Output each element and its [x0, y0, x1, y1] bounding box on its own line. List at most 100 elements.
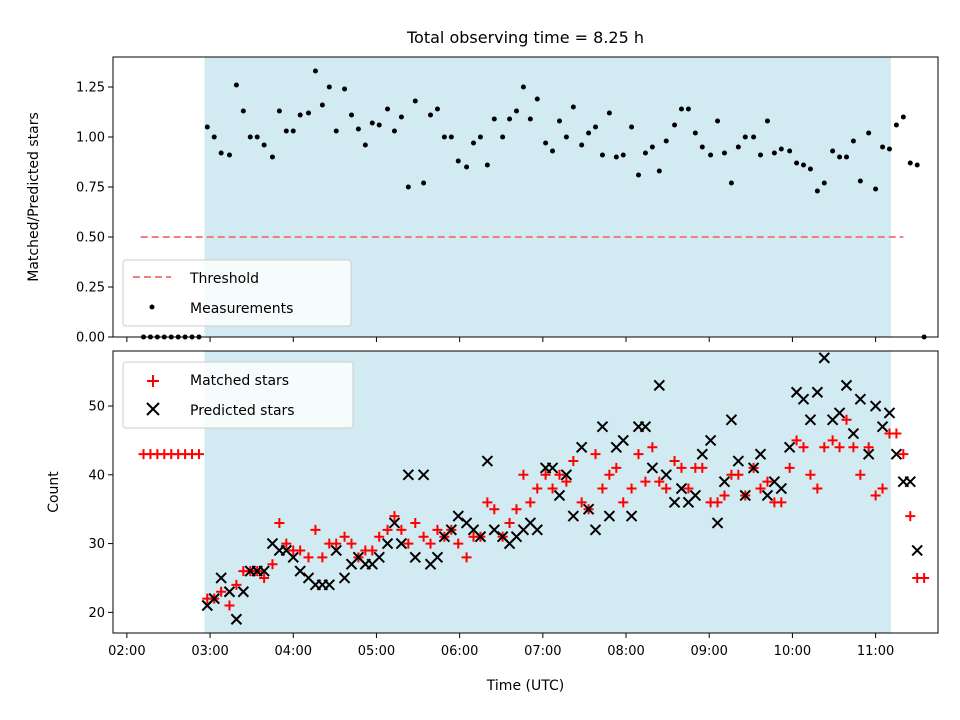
x-axis-label: Time (UTC) — [486, 678, 564, 694]
measurement-point — [471, 140, 477, 146]
top-measurement-points — [141, 68, 927, 340]
matched-star-point — [669, 456, 680, 467]
predicted-star-point — [689, 489, 702, 502]
matched-star-point — [193, 449, 204, 460]
measurement-point — [850, 138, 856, 144]
measurement-point — [434, 106, 440, 112]
predicted-star-point — [797, 393, 810, 405]
legend-matched-label: Matched stars — [190, 373, 289, 389]
predicted-star-point — [840, 379, 853, 392]
matched-star-point — [590, 449, 601, 460]
predicted-star-point — [402, 469, 415, 481]
predicted-star-point — [883, 407, 896, 419]
measurement-point — [708, 152, 714, 158]
matched-star-point — [776, 497, 787, 508]
predicted-star-point — [904, 475, 916, 488]
measurement-point — [907, 160, 913, 166]
measurement-point — [886, 146, 892, 152]
top-panel: 0.00 0.25 0.50 0.75 1.00 1.25 Total observing… — [26, 28, 939, 346]
predicted-star-point — [330, 544, 342, 557]
predicted-star-point — [287, 551, 299, 564]
measurement-point — [269, 154, 275, 160]
matched-star-point — [626, 483, 637, 494]
measurement-point — [787, 148, 793, 154]
predicted-star-point — [639, 420, 652, 433]
predicted-star-point — [546, 462, 559, 474]
legend-x-marker — [146, 402, 160, 416]
predicted-star-point — [704, 434, 717, 447]
measurement-point — [477, 134, 483, 140]
matched-star-point — [403, 538, 414, 549]
bottom-y-tick-label: 50 — [88, 400, 105, 415]
predicted-star-point — [553, 489, 566, 502]
measurement-point — [550, 148, 556, 154]
measurement-point — [893, 122, 899, 128]
x-tick-label: 10:00 — [774, 644, 811, 659]
measurement-point — [606, 110, 612, 116]
matched-star-point — [755, 483, 766, 494]
measurement-point — [579, 142, 585, 148]
measurement-point — [520, 84, 526, 90]
measurement-point — [348, 112, 354, 118]
measurement-point — [405, 184, 411, 190]
legend-predicted-swatch — [146, 402, 160, 416]
measurement-point — [613, 154, 619, 160]
predicted-star-point — [338, 572, 351, 584]
top-y-tick-label: 1.00 — [76, 131, 105, 146]
measurement-point — [758, 152, 764, 158]
top-y-tick-label: 1.25 — [76, 81, 105, 96]
measurement-point — [807, 166, 813, 172]
predicted-star-point — [696, 448, 708, 460]
measurement-point — [355, 126, 361, 132]
bottom-y-tick-label: 40 — [88, 468, 105, 483]
measurement-point — [283, 128, 289, 134]
measurement-point — [685, 106, 691, 112]
predicted-star-point — [373, 551, 385, 564]
measurement-point — [412, 98, 418, 104]
matched-star-point — [525, 497, 536, 508]
matched-star-point — [274, 517, 285, 528]
bottom-axes-frame — [112, 350, 939, 634]
matched-star-point — [834, 442, 845, 453]
measurement-point — [742, 134, 748, 140]
measurement-point — [900, 114, 906, 120]
measurement-point — [656, 168, 662, 174]
predicted-star-point — [445, 524, 458, 536]
matched-star-point — [518, 469, 529, 480]
matched-star-point — [561, 476, 572, 487]
matched-star-point — [267, 559, 278, 570]
predicted-star-point — [481, 455, 494, 467]
matched-star-point — [841, 414, 852, 425]
predicted-star-point — [452, 510, 464, 522]
measurement-point — [333, 128, 339, 134]
measurement-point — [233, 82, 239, 88]
measurement-point — [218, 150, 224, 156]
measurement-point — [794, 160, 800, 166]
matched-star-point — [798, 442, 809, 453]
matched-star-point — [640, 476, 651, 487]
matched-star-point — [461, 552, 472, 563]
top-y-axis-label: Matched/Predicted stars — [26, 112, 42, 282]
bottom-y-tick-label: 30 — [88, 537, 105, 552]
measurement-point — [319, 102, 325, 108]
predicted-star-point — [215, 572, 227, 584]
measurement-point — [715, 118, 721, 124]
predicted-star-point — [725, 414, 738, 426]
predicted-star-point — [589, 524, 602, 536]
measurement-point — [678, 106, 684, 112]
matched-star-point — [259, 572, 270, 583]
matched-star-point — [432, 524, 443, 535]
measurement-point — [663, 138, 669, 144]
matched-star-point — [762, 476, 773, 487]
measurement-point — [692, 130, 698, 136]
matched-star-point — [511, 504, 522, 515]
measurement-point — [636, 172, 642, 178]
matched-star-point — [611, 462, 622, 473]
predicted-star-point — [567, 510, 580, 522]
matched-star-point — [418, 531, 429, 542]
measurement-point — [391, 128, 397, 134]
bottom-y-ticks: 20 30 40 50 — [88, 400, 113, 621]
measurement-point — [306, 110, 312, 116]
matched-star-point — [604, 469, 615, 480]
